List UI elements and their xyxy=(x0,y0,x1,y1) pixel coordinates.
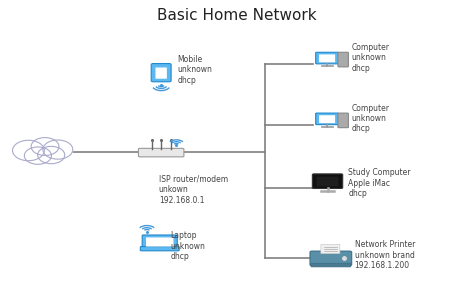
FancyBboxPatch shape xyxy=(142,235,177,248)
Circle shape xyxy=(31,138,59,155)
Circle shape xyxy=(37,146,65,164)
FancyBboxPatch shape xyxy=(140,247,179,251)
FancyBboxPatch shape xyxy=(338,52,348,67)
Text: Study Computer
Apple iMac
dhcp: Study Computer Apple iMac dhcp xyxy=(348,168,411,198)
Text: Laptop
unknown
dhcp: Laptop unknown dhcp xyxy=(171,231,206,261)
FancyBboxPatch shape xyxy=(310,251,352,266)
FancyBboxPatch shape xyxy=(338,113,348,128)
FancyBboxPatch shape xyxy=(312,174,343,188)
Text: Mobile
unknown
dhcp: Mobile unknown dhcp xyxy=(178,55,213,85)
FancyBboxPatch shape xyxy=(321,244,340,254)
FancyBboxPatch shape xyxy=(317,177,338,186)
FancyBboxPatch shape xyxy=(155,67,167,79)
FancyBboxPatch shape xyxy=(319,115,335,123)
Text: Computer
unknown
dhcp: Computer unknown dhcp xyxy=(352,104,390,133)
Text: Network Printer
unknown brand
192.168.1.200: Network Printer unknown brand 192.168.1.… xyxy=(355,240,415,270)
FancyBboxPatch shape xyxy=(151,64,171,82)
Circle shape xyxy=(12,140,45,161)
Text: Computer
unknown
dhcp: Computer unknown dhcp xyxy=(352,43,390,73)
Text: ISP router/modem
unkown
192.168.0.1: ISP router/modem unkown 192.168.0.1 xyxy=(159,175,228,205)
FancyBboxPatch shape xyxy=(138,148,184,157)
FancyBboxPatch shape xyxy=(311,263,351,267)
Text: Basic Home Network: Basic Home Network xyxy=(157,8,317,22)
FancyBboxPatch shape xyxy=(316,52,338,64)
FancyBboxPatch shape xyxy=(319,54,335,62)
Circle shape xyxy=(24,147,52,164)
FancyBboxPatch shape xyxy=(316,113,338,125)
FancyBboxPatch shape xyxy=(146,237,173,247)
Circle shape xyxy=(43,140,73,159)
